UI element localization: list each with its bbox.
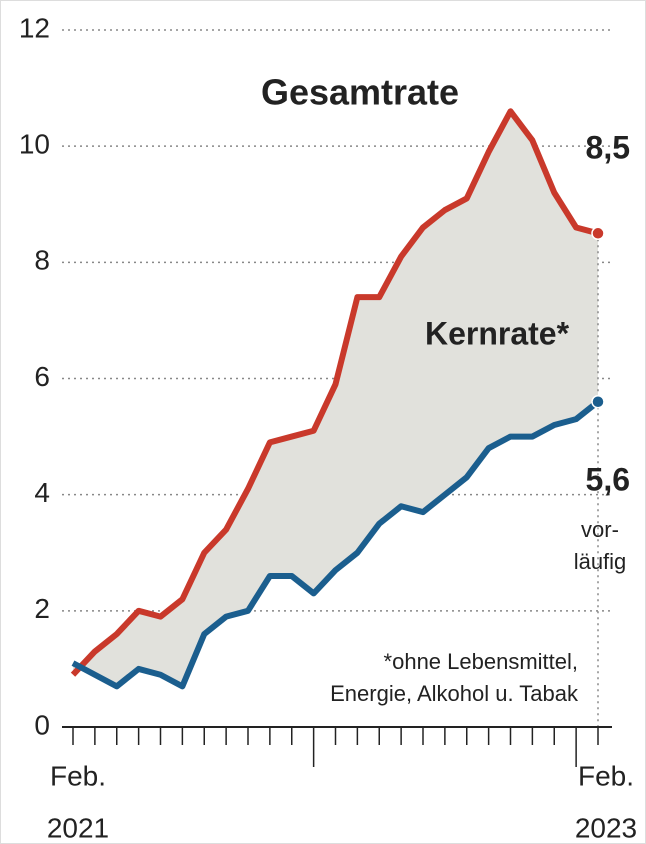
y-tick-label: 6 <box>34 361 50 392</box>
series-line <box>70 108 599 677</box>
annotation: *ohne Lebensmittel, <box>384 649 578 674</box>
end-point <box>591 226 605 241</box>
value-label: 5,6 <box>586 461 630 497</box>
end-point <box>591 394 605 409</box>
y-tick-label: 0 <box>34 709 50 740</box>
value-label: 8,5 <box>586 129 630 165</box>
x-tick-label: Feb. <box>578 760 634 791</box>
series-label: Kernrate* <box>425 315 570 351</box>
x-tick-label: 2021 <box>47 812 109 843</box>
y-tick-label: 2 <box>34 593 50 624</box>
annotation: vor- <box>581 517 619 542</box>
series-line <box>71 399 600 690</box>
y-tick-label: 10 <box>19 129 50 160</box>
x-tick-label: Feb. <box>50 760 106 791</box>
x-tick-label: 2023 <box>575 812 637 843</box>
gap-area <box>73 111 598 687</box>
y-tick-label: 12 <box>19 12 50 43</box>
annotation: Energie, Alkohol u. Tabak <box>330 681 579 706</box>
series-label: Gesamtrate <box>261 72 459 113</box>
annotation: läufig <box>574 549 627 574</box>
y-tick-label: 4 <box>34 477 50 508</box>
y-tick-label: 8 <box>34 245 50 276</box>
